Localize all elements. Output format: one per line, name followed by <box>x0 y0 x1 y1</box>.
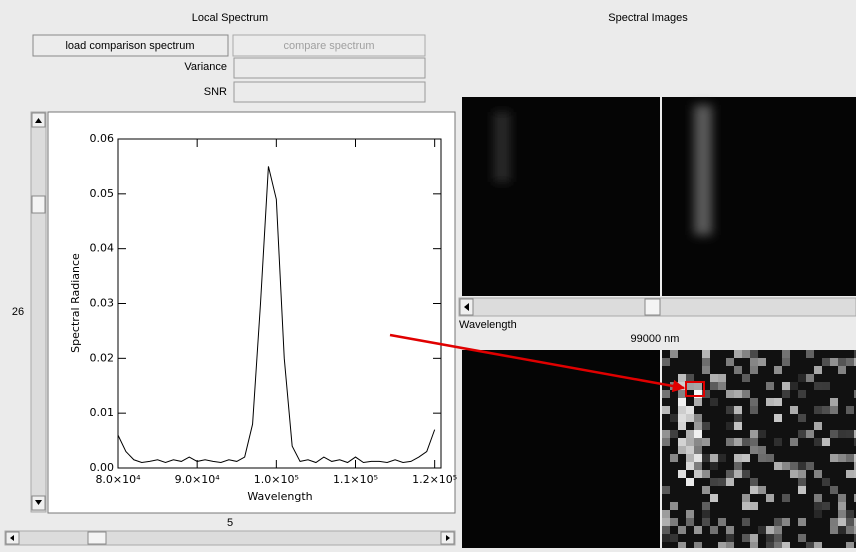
horizontal-slider[interactable] <box>4 530 456 546</box>
y-tick-label: 0.00 <box>90 461 115 474</box>
x-tick-label: 9.0×10⁴ <box>175 473 221 486</box>
spectral-image <box>462 350 660 548</box>
arrow-icon <box>35 500 42 505</box>
spectrum-line <box>117 166 436 464</box>
y-tick-label: 0.05 <box>90 187 115 200</box>
x-axis-label: Wavelength <box>247 490 312 503</box>
field-label: Variance <box>184 61 227 73</box>
panel-title: Spectral Images <box>608 12 688 24</box>
y-tick-label: 0.02 <box>90 351 115 364</box>
button[interactable] <box>32 34 229 57</box>
vertical-slider[interactable] <box>30 111 47 513</box>
arrow-icon <box>464 303 469 311</box>
y-axis-label: Spectral Radiance <box>69 253 82 353</box>
text-field[interactable] <box>233 81 426 103</box>
panel-title: Local Spectrum <box>192 12 268 24</box>
slider-thumb[interactable] <box>644 298 661 316</box>
image-feature <box>694 105 712 235</box>
spectral-image <box>462 97 660 296</box>
arrow-icon <box>446 535 450 541</box>
x-tick-label: 1.0×10⁵ <box>254 473 299 486</box>
arrow <box>389 333 686 393</box>
y-tick-label: 0.06 <box>90 132 115 145</box>
x-tick-label: 1.2×10⁵ <box>412 473 457 486</box>
selection-box[interactable] <box>685 381 705 397</box>
chart-area <box>47 111 456 514</box>
spectral-image <box>662 97 856 296</box>
image-feature <box>494 112 510 182</box>
slider-label: Wavelength <box>459 319 517 331</box>
button-label: compare spectrum <box>283 40 374 52</box>
slider-value: 26 <box>12 306 24 318</box>
chart: 0.00 0.01 0.02 0.03 0.04 0.05 0.06 8.0×10⁴ 9.0×1… <box>90 132 458 486</box>
arrow-icon <box>35 118 42 123</box>
wavelength-readout: 99000 nm <box>631 333 680 345</box>
y-tick-label: 0.04 <box>90 242 115 255</box>
arrow-icon <box>10 535 14 541</box>
slider-value: 5 <box>227 517 233 529</box>
slider-thumb[interactable] <box>87 531 107 545</box>
x-tick-label: 8.0×10⁴ <box>95 473 141 486</box>
text-field[interactable] <box>233 57 426 79</box>
slider-thumb[interactable] <box>31 195 46 214</box>
y-tick-label: 0.03 <box>90 297 115 310</box>
field-label: SNR <box>204 86 227 98</box>
button-disabled <box>232 34 426 57</box>
button-label[interactable]: load comparison spectrum <box>65 40 194 52</box>
y-tick-label: 0.01 <box>90 406 115 419</box>
noise-pixels <box>662 350 856 550</box>
x-tick-label: 1.1×10⁵ <box>333 473 378 486</box>
